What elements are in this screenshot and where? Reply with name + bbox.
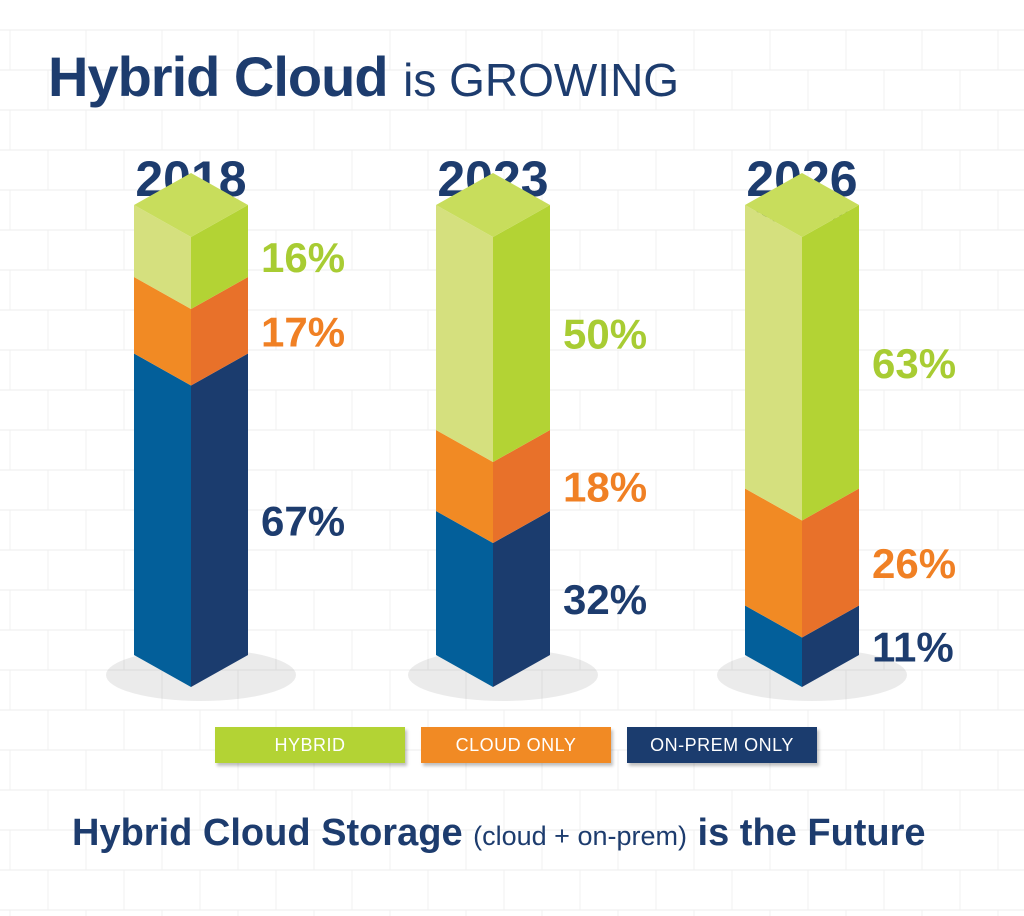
title-bold: Hybrid Cloud bbox=[48, 45, 389, 108]
bar-segment bbox=[745, 488, 802, 638]
bar-segment bbox=[134, 353, 191, 687]
bar-top bbox=[745, 173, 859, 237]
bar-segment bbox=[436, 205, 493, 462]
data-label: 50% bbox=[563, 311, 647, 358]
data-label: 17% bbox=[261, 308, 345, 355]
bar-top bbox=[134, 173, 248, 237]
data-label: 26% bbox=[872, 540, 956, 587]
data-label: 11% bbox=[872, 623, 954, 670]
bar-segment-side bbox=[802, 488, 859, 638]
bar-segment bbox=[436, 511, 493, 687]
footer-tagline: Hybrid Cloud Storage (cloud + on-prem) i… bbox=[72, 812, 926, 855]
bar-segment bbox=[134, 277, 191, 386]
bar-segment-side bbox=[802, 605, 859, 687]
bar-segment bbox=[134, 205, 191, 309]
bar-segment-side bbox=[493, 511, 550, 687]
footer-lead: Hybrid Cloud Storage bbox=[72, 812, 463, 854]
bar-segment bbox=[745, 605, 802, 687]
legend-item-on-prem-only: ON-PREM ONLY bbox=[627, 727, 817, 763]
footer-note: (cloud + on-prem) bbox=[473, 821, 687, 851]
bar-segment-side bbox=[191, 205, 248, 309]
bar-segment-side bbox=[191, 353, 248, 687]
bar-segment-side bbox=[191, 277, 248, 386]
bar-segment-side bbox=[493, 430, 550, 543]
data-label: 18% bbox=[563, 464, 647, 511]
legend-item-cloud-only: CLOUD ONLY bbox=[421, 727, 611, 763]
data-label: 67% bbox=[261, 497, 345, 544]
footer-tail: is the Future bbox=[697, 812, 926, 854]
title-rest: is GROWING bbox=[403, 54, 680, 106]
legend-item-hybrid: HYBRID bbox=[215, 727, 405, 763]
bar-segment-side bbox=[802, 205, 859, 521]
data-label: 32% bbox=[563, 576, 647, 623]
bar-segment bbox=[436, 430, 493, 543]
data-label: 63% bbox=[872, 340, 956, 387]
bar-segment bbox=[745, 205, 802, 521]
bar-segment-side bbox=[493, 205, 550, 462]
data-label: 16% bbox=[261, 234, 345, 281]
legend: HYBRID CLOUD ONLY ON-PREM ONLY bbox=[215, 727, 817, 763]
page-title: Hybrid Cloud is GROWING bbox=[48, 42, 679, 115]
bar-top bbox=[436, 173, 550, 237]
